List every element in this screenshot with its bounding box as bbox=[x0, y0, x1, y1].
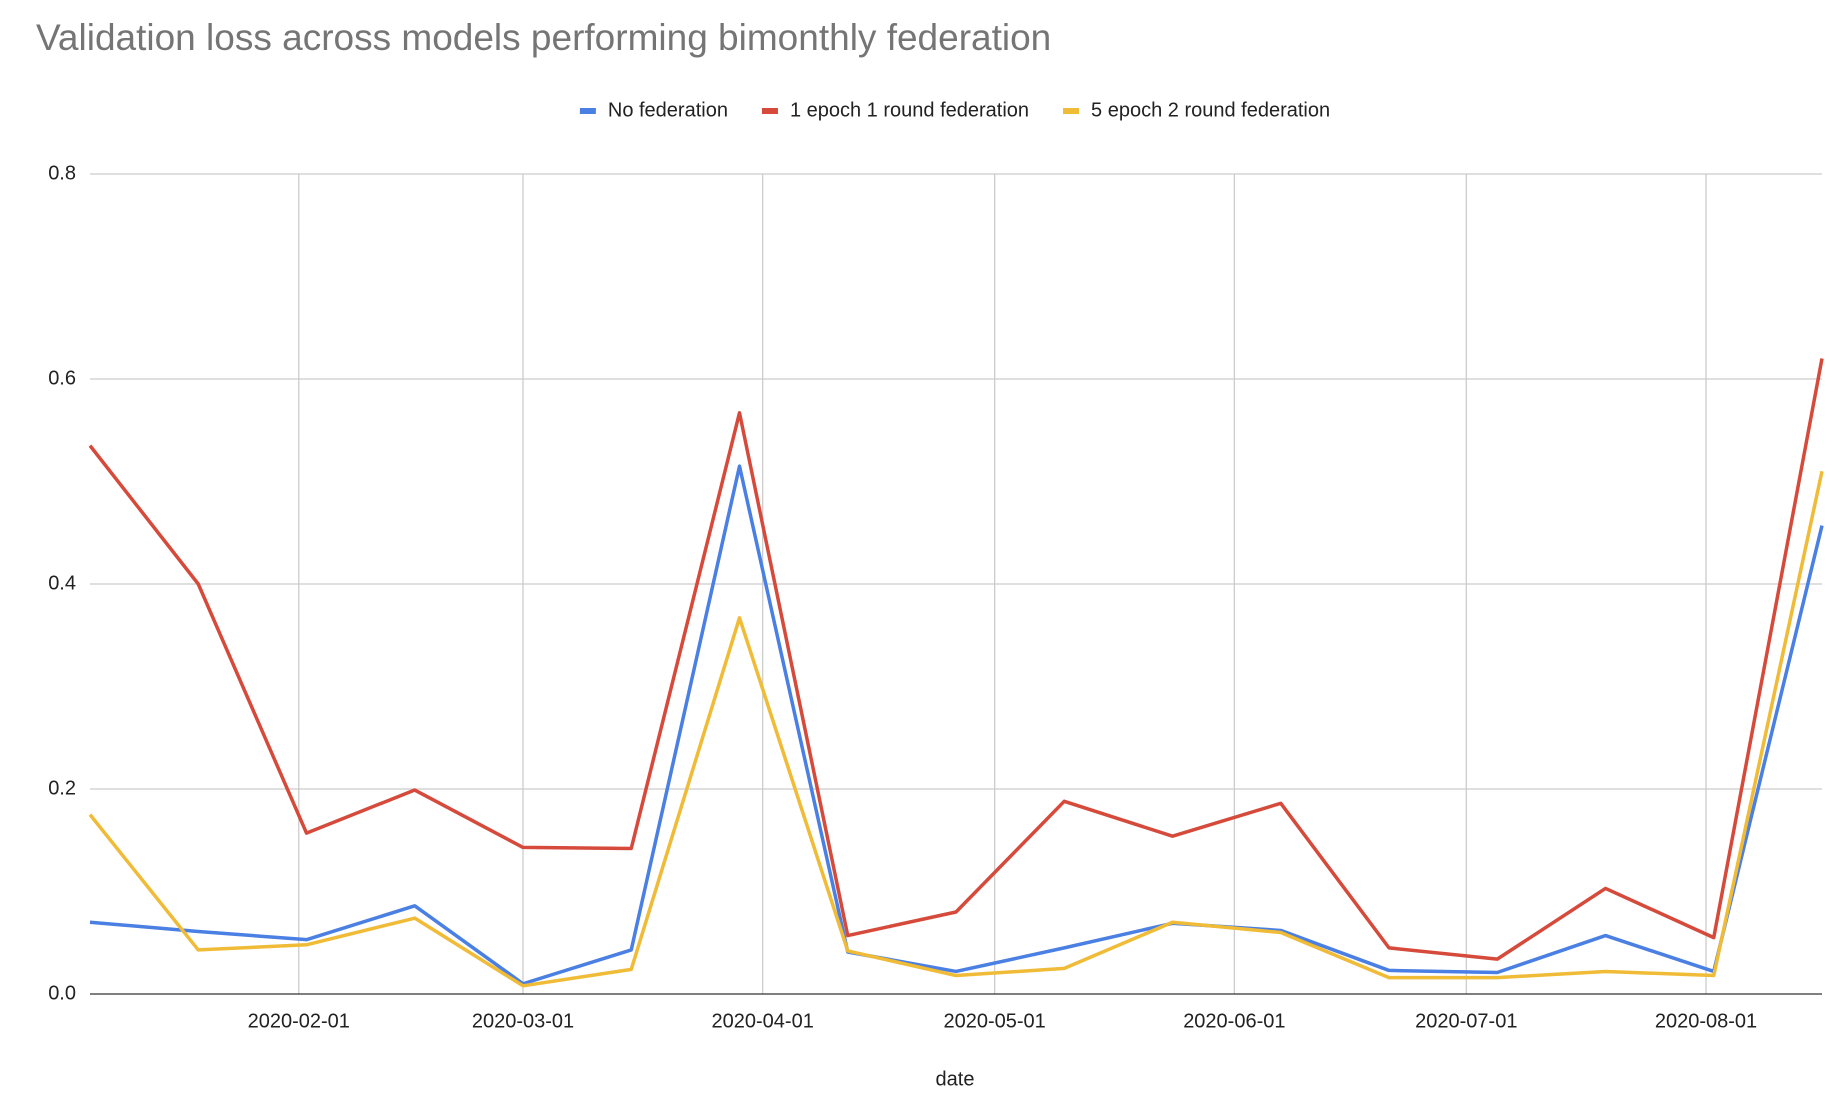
x-tick-label: 2020-02-01 bbox=[248, 1010, 350, 1032]
x-axis-title: date bbox=[936, 1068, 975, 1090]
x-tick-label: 2020-08-01 bbox=[1655, 1010, 1757, 1032]
x-tick-label: 2020-06-01 bbox=[1183, 1010, 1285, 1032]
legend-swatch bbox=[579, 108, 596, 114]
legend-label: No federation bbox=[608, 99, 728, 121]
x-tick-label: 2020-04-01 bbox=[712, 1010, 814, 1032]
legend-swatch bbox=[761, 108, 778, 114]
x-tick-label: 2020-07-01 bbox=[1415, 1010, 1517, 1032]
x-tick-label: 2020-03-01 bbox=[472, 1010, 574, 1032]
legend-label: 5 epoch 2 round federation bbox=[1091, 99, 1330, 121]
y-tick-label: 0.8 bbox=[48, 162, 76, 184]
y-tick-label: 0.2 bbox=[48, 777, 76, 799]
series-line bbox=[88, 470, 1824, 988]
series-line bbox=[89, 464, 1824, 986]
y-tick-label: 0.4 bbox=[48, 572, 76, 594]
y-tick-label: 0.0 bbox=[48, 982, 76, 1004]
chart-title: Validation loss across models performing… bbox=[36, 17, 1051, 58]
legend-swatch bbox=[1063, 108, 1080, 114]
legend-label: 1 epoch 1 round federation bbox=[790, 99, 1029, 121]
x-tick-label: 2020-05-01 bbox=[944, 1010, 1046, 1032]
y-tick-label: 0.6 bbox=[48, 367, 76, 389]
series-line bbox=[88, 358, 1824, 961]
